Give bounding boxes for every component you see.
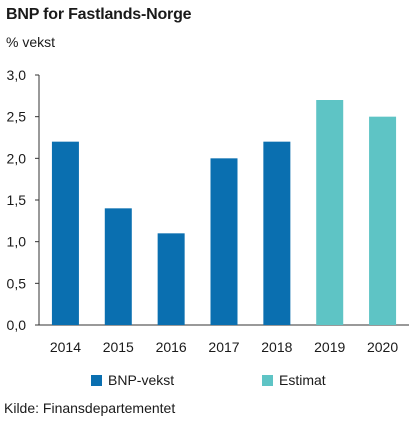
legend: BNP-vekst Estimat — [0, 372, 413, 392]
x-tick-label: 2019 — [314, 339, 345, 355]
x-tick-label: 2014 — [50, 339, 81, 355]
legend-label-bnp-vekst: BNP-vekst — [108, 372, 175, 388]
source-note: Kilde: Finansdepartementet — [4, 400, 176, 416]
chart-title: BNP for Fastlands-Norge — [6, 6, 192, 23]
y-tick-label: 3,0 — [7, 67, 27, 83]
y-tick-label: 0,0 — [7, 317, 27, 333]
x-tick-label: 2018 — [261, 339, 292, 355]
y-tick-label: 1,0 — [7, 234, 27, 250]
x-tick-label: 2020 — [367, 339, 398, 355]
y-tick-label: 0,5 — [7, 275, 27, 291]
bar-2018 — [263, 141, 291, 325]
y-axis-label: % vekst — [6, 34, 56, 50]
x-tick-label: 2017 — [208, 339, 239, 355]
x-tick-label: 2015 — [103, 339, 134, 355]
legend-label-estimat: Estimat — [279, 372, 326, 388]
y-tick-label: 2,5 — [7, 109, 27, 125]
bar-2017 — [210, 158, 238, 325]
x-tick-label: 2016 — [156, 339, 187, 355]
legend-swatch-estimat — [262, 374, 273, 386]
bar-2016 — [157, 233, 185, 325]
bar-2019 — [316, 100, 344, 325]
legend-swatch-bnp-vekst — [91, 374, 102, 386]
y-tick-label: 2,0 — [7, 150, 27, 166]
bar-2015 — [104, 208, 132, 325]
bar-2020 — [369, 116, 397, 326]
bar-2014 — [51, 141, 79, 325]
legend-item-estimat: Estimat — [262, 372, 326, 388]
legend-item-bnp-vekst: BNP-vekst — [91, 372, 174, 388]
y-tick-label: 1,5 — [7, 192, 27, 208]
bar-chart: 0,0 0,5 1,0 1,5 2,0 2,5 3,0 2014 2015 2016 2017 201… — [7, 67, 409, 355]
